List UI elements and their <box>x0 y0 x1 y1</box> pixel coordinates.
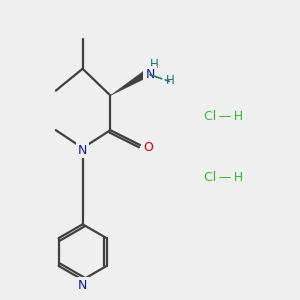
Text: N: N <box>145 68 155 81</box>
Text: H: H <box>150 58 158 71</box>
Text: Cl — H: Cl — H <box>205 171 244 184</box>
Text: O: O <box>143 140 153 154</box>
Polygon shape <box>110 69 150 95</box>
Text: N: N <box>78 279 87 292</box>
Text: N: N <box>78 143 87 157</box>
Text: Cl — H: Cl — H <box>205 110 244 123</box>
Text: H: H <box>165 74 174 87</box>
